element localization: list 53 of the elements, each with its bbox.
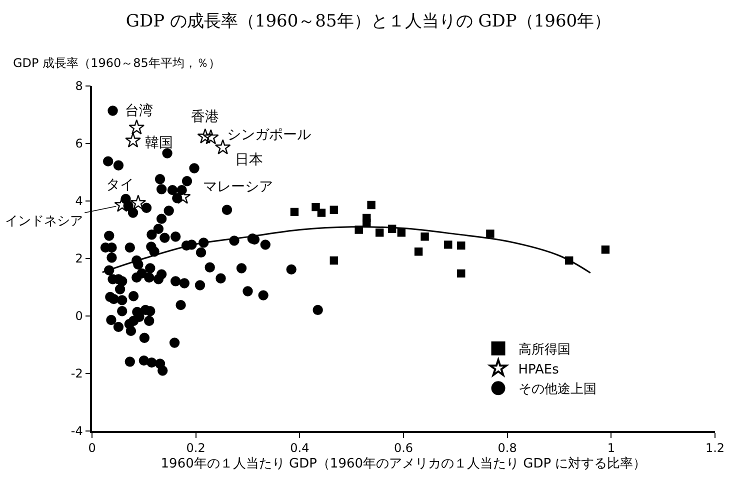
point [601,245,610,254]
point [354,226,363,234]
point [128,119,145,135]
legend-label: 高所得国 [518,341,570,358]
y-tick-label: -2 [70,366,83,381]
annotation: マレーシア [203,179,273,195]
point [457,241,466,250]
legend-label: HPAEs [518,362,560,378]
point [362,218,371,227]
annotation: 香港 [191,109,219,125]
point [330,256,338,265]
point [367,200,376,210]
point [565,256,574,265]
x-tick-label: 0.2 [186,441,206,456]
point [312,202,320,212]
x-tick-label: 0.6 [394,441,414,456]
point [330,206,338,214]
point [214,139,231,154]
point [397,228,406,237]
point [457,269,466,278]
x-tick-label: 1.2 [705,441,725,456]
point [130,194,146,210]
y-tick-label: 2 [75,252,83,266]
chart-title: GDP の成長率（1960～85年）と１人当りの GDP（1960年） [126,11,612,32]
point [317,208,326,217]
annotation: シンガポール [227,127,311,143]
y-axis-title: GDP 成長率（1960～85年平均，％） [13,56,220,70]
point [388,224,396,233]
y-tick-label: -4 [70,424,83,438]
annotation: インドネシア [5,214,83,229]
y-tick-label: 8 [75,79,83,94]
x-tick-label: 0.4 [290,441,310,456]
point [125,132,141,148]
point [444,240,452,249]
legend-label: その他途上国 [518,382,596,398]
annotation: 韓国 [145,135,173,151]
annotation: 台湾 [125,103,153,119]
x-axis-title: 1960年の１人当たり GDP（1960年のアメリカの１人当たり GDP に対する比率） [160,455,646,472]
x-tick-label: 1 [607,441,615,456]
point [414,248,423,256]
point [197,128,214,144]
point [376,228,384,237]
x-tick-label: 0.8 [498,441,517,456]
point [420,232,429,241]
annotation: 日本 [235,152,263,168]
annotation: タイ [106,177,134,193]
x-tick-label: 0 [88,441,96,456]
y-tick-label: 4 [75,194,83,208]
y-tick-label: 6 [75,136,83,151]
point [486,230,494,238]
point [202,129,219,144]
y-tick-label: 0 [75,309,83,324]
point [290,208,299,216]
